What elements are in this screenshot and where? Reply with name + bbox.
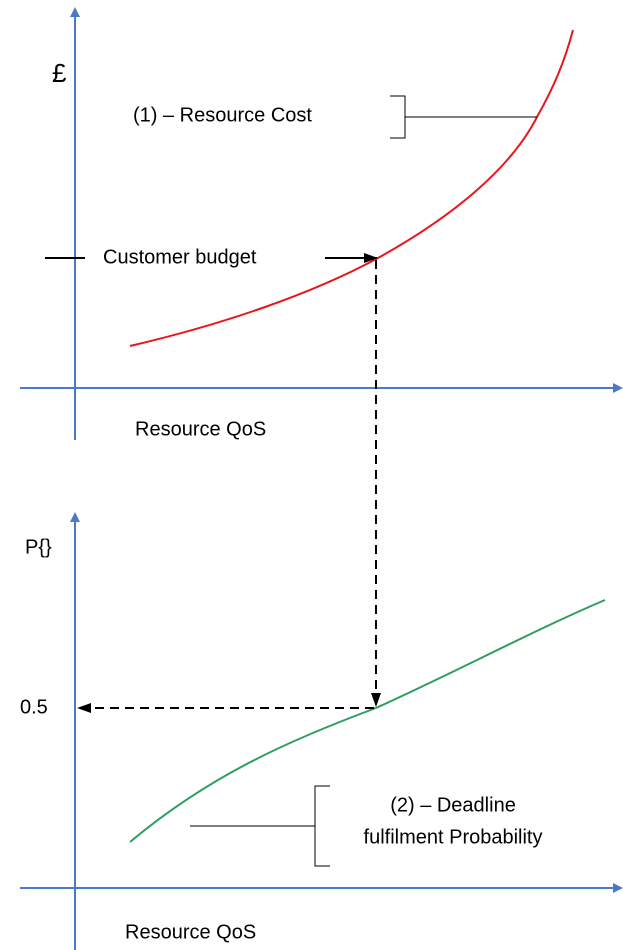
bracket	[314, 785, 330, 867]
bottom-x-label: Resource QoS	[125, 921, 256, 943]
bottom-y-label: P{}	[25, 536, 52, 558]
cost-curve	[129, 29, 574, 347]
bracket	[390, 95, 406, 139]
cost-label: (1) – Resource Cost	[133, 104, 312, 126]
probability-curve	[129, 599, 606, 843]
probability-label-line: fulfilment Probability	[364, 826, 543, 848]
budget-label: Customer budget	[103, 246, 257, 268]
top-x-label: Resource QoS	[135, 418, 266, 440]
probability-value-label: 0.5	[20, 696, 48, 718]
probability-label-line: (2) – Deadline	[390, 794, 516, 816]
top-y-label: £	[52, 58, 67, 88]
